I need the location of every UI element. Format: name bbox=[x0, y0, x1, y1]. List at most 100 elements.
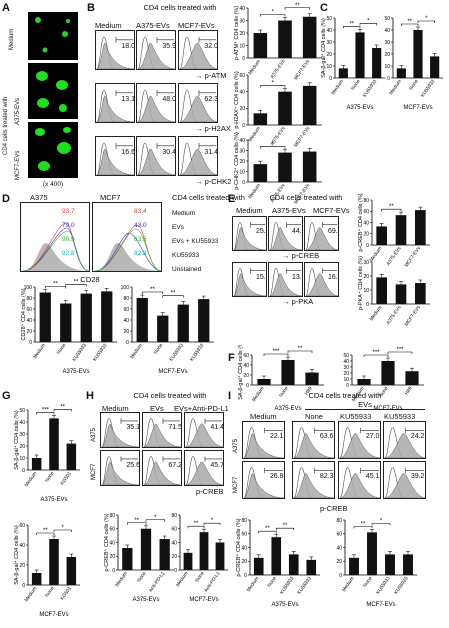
flow-percent-value: 16.8 bbox=[327, 273, 338, 281]
panel-e-histogram: 25.8 bbox=[232, 216, 267, 251]
panel-e-histogram: 13.5 bbox=[268, 262, 303, 297]
panel-i-title: CD4 cells treated with bbox=[308, 391, 382, 400]
x-tick-label: KU55933 bbox=[189, 342, 206, 362]
panel-b-col2: MCF7-EVs bbox=[178, 21, 215, 30]
significance-label: * bbox=[271, 142, 274, 148]
y-tick-label: 40 bbox=[171, 540, 177, 546]
significance-label: ** bbox=[60, 404, 65, 410]
bar bbox=[385, 554, 395, 575]
y-tick-label: 10 bbox=[363, 288, 369, 294]
flow-percent-value: 39.2 bbox=[410, 473, 425, 481]
x-tick-label: Medium bbox=[351, 386, 366, 403]
legend-medium: Medium bbox=[172, 210, 196, 217]
y-tick-label: 0 bbox=[112, 568, 115, 574]
y-tick-label: 0 bbox=[366, 302, 369, 308]
y-tick-label: 40 bbox=[239, 89, 245, 95]
significance-bracket bbox=[162, 295, 184, 298]
flow-percent-value: 13.5 bbox=[291, 273, 302, 281]
y-tick-label: 40 bbox=[123, 318, 129, 324]
y-tick-label: 60 bbox=[336, 532, 342, 538]
significance-label: * bbox=[367, 18, 370, 24]
significance-label: *** bbox=[396, 347, 404, 353]
significance-bracket bbox=[263, 353, 289, 356]
panel-g-letter: G bbox=[2, 390, 11, 402]
panel-e-letter: E bbox=[228, 193, 236, 205]
flow-percent-value: 63.6 bbox=[319, 433, 334, 441]
y-tick-label: 10 bbox=[239, 169, 245, 175]
flow-percent-value: 25.8 bbox=[255, 227, 266, 235]
significance-bracket bbox=[343, 26, 361, 29]
bar bbox=[278, 152, 292, 182]
flow-percent-value: 69.7 bbox=[327, 227, 338, 235]
y-tick-label: 10 bbox=[19, 456, 25, 462]
y-tick-label: 0 bbox=[29, 340, 32, 346]
panel-d-value: 79.0 bbox=[62, 222, 75, 229]
x-tick-label: A375-EVs bbox=[385, 304, 403, 326]
significance-bracket bbox=[203, 522, 221, 526]
panel-d-letter: D bbox=[2, 193, 10, 205]
y-tick-label: 40 bbox=[239, 138, 245, 144]
x-tick-label: Medium bbox=[330, 79, 345, 96]
significance-label: ** bbox=[298, 346, 303, 352]
panel-d-value: 43.0 bbox=[134, 222, 147, 229]
significance-bracket bbox=[287, 350, 313, 353]
group-label: MCF7-EVs bbox=[373, 406, 402, 411]
panel-d-xlabel: CD28 bbox=[80, 275, 100, 284]
y-tick-label: 20 bbox=[343, 371, 349, 377]
bar bbox=[372, 48, 382, 78]
significance-label: ** bbox=[171, 291, 176, 297]
bar bbox=[49, 539, 59, 585]
panel-i-letter: I bbox=[228, 390, 232, 402]
x-tick-label: A375-EVs bbox=[269, 182, 287, 204]
flow-percent-value: 71.5 bbox=[168, 423, 182, 431]
y-axis-label: SA-β-gal⁺ CD4 cells (%) bbox=[14, 525, 20, 585]
x-tick-label: None bbox=[278, 385, 290, 398]
significance-label: ** bbox=[53, 282, 58, 288]
x-tick-label: KU55933 bbox=[393, 575, 410, 595]
flow-percent-value: 16.6 bbox=[121, 149, 135, 156]
panel-i-col3: KU55933 bbox=[384, 412, 416, 421]
y-tick-label: 10 bbox=[343, 377, 349, 383]
x-tick-label: KG501 bbox=[59, 585, 73, 601]
group-label: A375-EVs bbox=[274, 406, 301, 411]
x-tick-label: None bbox=[350, 78, 362, 91]
y-tick-label: 40 bbox=[326, 28, 332, 34]
panel-d-value: 63.5 bbox=[134, 236, 147, 243]
bar bbox=[302, 16, 317, 58]
panel-b-histogram: 48.0 bbox=[136, 83, 176, 123]
significance-bracket bbox=[258, 530, 277, 534]
y-tick-label: 80 bbox=[363, 198, 369, 204]
group-label: MCF7-EVs bbox=[366, 602, 395, 607]
x-tick-label: Medium bbox=[341, 576, 356, 593]
bar bbox=[405, 371, 419, 385]
significance-label: ** bbox=[265, 526, 270, 532]
y-tick-label: 50 bbox=[384, 16, 390, 22]
significance-label: * bbox=[271, 81, 274, 87]
bar bbox=[257, 379, 271, 385]
y-tick-label: 60 bbox=[363, 209, 369, 215]
y-tick-label: 20 bbox=[239, 159, 245, 165]
y-tick-label: 60 bbox=[239, 73, 245, 79]
significance-label: ** bbox=[43, 528, 48, 534]
y-axis-label: CD28⁺ CD4 cells (%) bbox=[21, 288, 27, 340]
panel-d-col1: MCF7 bbox=[100, 193, 121, 202]
flow-percent-value: 82.3 bbox=[319, 473, 334, 481]
x-tick-label: H89 bbox=[404, 385, 414, 396]
bar-chart-e-8: 0 10 20 30 Medium A375-EVs MCF7-EVs p-PKA⁺ CD4 … bbox=[358, 256, 430, 327]
row-treated-label: CD4 cells treated with bbox=[3, 96, 9, 155]
significance-label: ** bbox=[150, 287, 155, 293]
x-tick-label: Medium bbox=[388, 79, 403, 96]
group-label: MCF7-EVs bbox=[158, 369, 187, 374]
y-axis-label: p-ATM⁺ CD4 cells (%) bbox=[234, 6, 240, 60]
significance-bracket bbox=[145, 519, 165, 522]
group-label: MCF7-EVs bbox=[39, 612, 68, 617]
y-tick-label: 40 bbox=[343, 359, 349, 365]
panel-b-col1: A375-EVs bbox=[136, 21, 170, 30]
panel-e-marker-label: → p-CREB bbox=[282, 251, 320, 260]
significance-label: ** bbox=[361, 521, 366, 527]
x-tick-label: Medium bbox=[369, 305, 384, 322]
significance-bracket bbox=[141, 291, 164, 294]
bar bbox=[199, 532, 209, 570]
panel-i-histogram: 24.2 bbox=[383, 421, 426, 459]
